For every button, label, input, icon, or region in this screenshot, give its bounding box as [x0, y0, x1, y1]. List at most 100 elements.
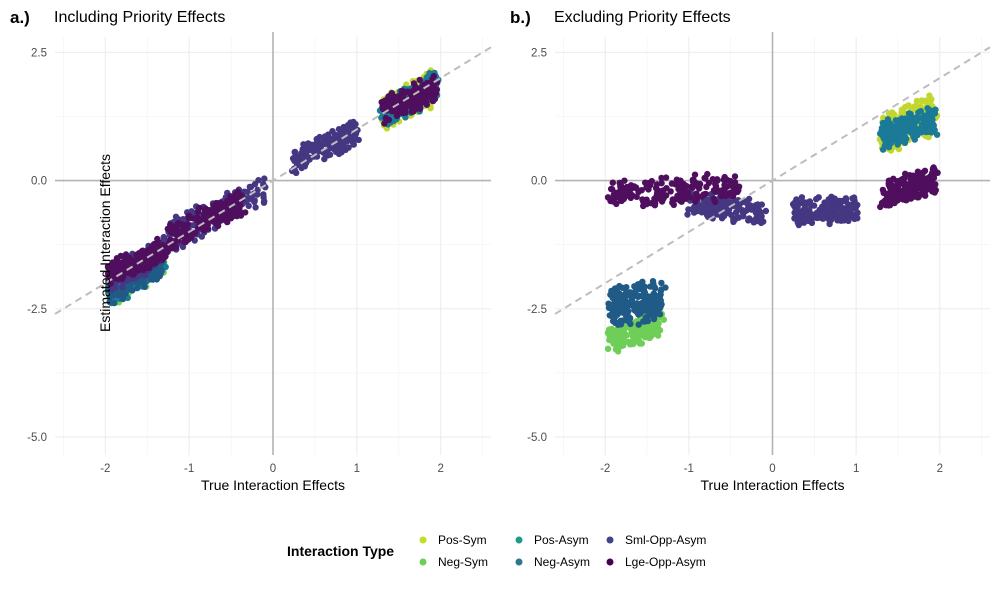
point-sml-opp-asym [335, 150, 343, 158]
point-neg-asym [614, 321, 622, 328]
y-tick-label: 0.0 [31, 176, 47, 188]
y-tick-label: -5.0 [527, 432, 547, 444]
point-lge-opp-asym [393, 96, 400, 103]
point-lge-opp-asym [617, 183, 624, 190]
point-lge-opp-asym [609, 198, 617, 205]
point-sml-opp-asym [804, 211, 811, 218]
point-lge-opp-asym [234, 207, 241, 214]
point-sml-opp-asym [111, 284, 119, 292]
point-sml-opp-asym [325, 151, 332, 158]
point-lge-opp-asym [656, 190, 663, 197]
point-lge-opp-asym [128, 256, 136, 264]
point-sml-opp-asym [305, 154, 313, 161]
point-sml-opp-asym [844, 207, 851, 214]
point-sml-opp-asym [762, 207, 770, 215]
point-lge-opp-asym [670, 201, 677, 208]
point-sml-opp-asym [757, 209, 764, 216]
point-neg-asym [636, 286, 643, 293]
point-sml-opp-asym [733, 208, 740, 216]
point-lge-opp-asym [196, 216, 203, 223]
point-sml-opp-asym [823, 203, 830, 210]
point-sml-opp-asym [251, 198, 258, 205]
x-tick-label: 0 [769, 463, 775, 475]
panel-title: Including Priority Effects [54, 9, 225, 26]
point-neg-asym [637, 280, 645, 288]
point-lge-opp-asym [693, 190, 700, 197]
point-sml-opp-asym [827, 207, 834, 214]
point-lge-opp-asym [398, 92, 405, 100]
point-pos-asym [902, 134, 909, 141]
point-sml-opp-asym [260, 191, 267, 198]
point-lge-opp-asym [894, 197, 901, 204]
point-lge-opp-asym [882, 190, 889, 197]
point-lge-opp-asym [106, 267, 114, 274]
point-neg-asym [635, 292, 642, 300]
point-neg-sym [625, 338, 632, 346]
panel-tag: b.) [510, 8, 531, 27]
point-lge-opp-asym [658, 174, 665, 182]
point-lge-opp-asym [690, 176, 697, 184]
legend-key-pos-asym [515, 536, 523, 544]
point-lge-opp-asym [413, 105, 421, 112]
point-neg-asym [134, 284, 141, 292]
point-neg-asym [658, 279, 665, 287]
point-neg-asym [647, 283, 654, 290]
point-lge-opp-asym [216, 199, 224, 206]
point-sml-opp-asym [343, 138, 350, 145]
point-neg-asym [657, 304, 664, 311]
point-sml-opp-asym [850, 194, 858, 201]
point-sml-opp-asym [244, 188, 251, 196]
point-sml-opp-asym [684, 211, 691, 218]
point-sml-opp-asym [707, 205, 714, 212]
point-sml-opp-asym [754, 204, 761, 211]
point-neg-sym [652, 322, 660, 329]
point-pos-asym [880, 132, 887, 140]
point-lge-opp-asym [146, 247, 153, 255]
point-sml-opp-asym [245, 202, 252, 210]
point-sml-opp-asym [851, 215, 858, 223]
point-neg-sym [606, 333, 613, 340]
point-sml-opp-asym [304, 145, 311, 152]
point-pos-asym [926, 116, 934, 123]
point-neg-asym [157, 267, 164, 274]
point-lge-opp-asym [885, 202, 892, 209]
legend-key-sml-opp-asym [606, 536, 614, 544]
point-pos-asym [892, 131, 900, 139]
point-sml-opp-asym [325, 135, 332, 142]
point-neg-asym [610, 306, 618, 313]
point-neg-asym [641, 289, 648, 296]
point-lge-opp-asym [700, 191, 707, 198]
point-lge-opp-asym [672, 196, 679, 203]
point-neg-asym [655, 292, 663, 300]
point-lge-opp-asym [402, 109, 409, 116]
point-lge-opp-asym [608, 186, 616, 193]
point-neg-sym [648, 327, 655, 335]
point-sml-opp-asym [295, 158, 302, 166]
legend-key-neg-asym [515, 558, 523, 566]
point-sml-opp-asym [698, 209, 706, 216]
legend-label: Lge-Opp-Asym [625, 555, 706, 569]
point-pos-sym [926, 92, 933, 99]
point-lge-opp-asym [123, 258, 131, 265]
point-lge-opp-asym [609, 179, 616, 186]
point-lge-opp-asym [204, 222, 211, 229]
point-neg-asym [662, 284, 669, 291]
point-neg-sym [631, 338, 638, 345]
points-layer [604, 92, 941, 355]
point-lge-opp-asym [153, 253, 160, 260]
point-neg-asym [138, 277, 146, 284]
point-lge-opp-asym [139, 247, 146, 254]
point-neg-asym [153, 274, 161, 281]
point-neg-asym [625, 318, 633, 325]
point-lge-opp-asym [907, 176, 914, 183]
point-lge-opp-asym [181, 224, 188, 231]
point-sml-opp-asym [723, 207, 730, 214]
point-lge-opp-asym [731, 173, 739, 180]
point-lge-opp-asym [207, 208, 214, 215]
point-lge-opp-asym [701, 174, 708, 182]
point-lge-opp-asym [721, 181, 728, 189]
point-lge-opp-asym [610, 191, 617, 198]
point-lge-opp-asym [416, 76, 423, 84]
point-lge-opp-asym [194, 208, 202, 215]
point-lge-opp-asym [410, 97, 418, 104]
